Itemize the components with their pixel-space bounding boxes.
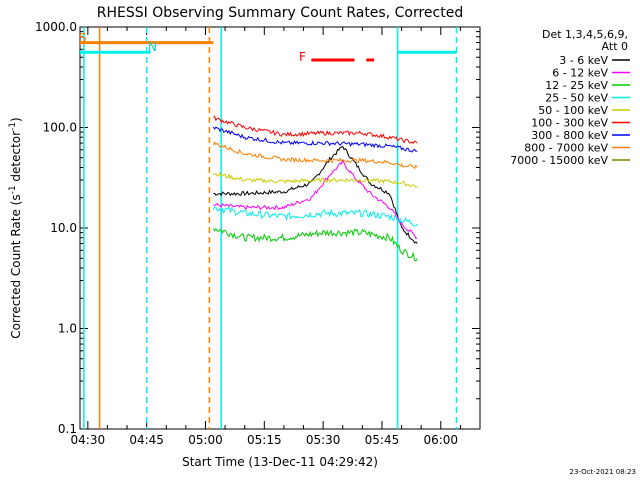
series-line	[213, 145, 418, 244]
timestamp: 23-Oct-2021 08:23	[570, 468, 636, 476]
y-axis-label: Corrected Count Rate (s-1 detector-1)	[8, 117, 23, 338]
y-tick-label: 0.1	[58, 422, 77, 436]
x-tick-label: 04:30	[71, 433, 106, 447]
flag-label-n: N	[148, 40, 157, 54]
y-tick-label: 1000.0	[35, 20, 77, 34]
chart-title: RHESSI Observing Summary Count Rates, Co…	[97, 5, 463, 21]
y-axis: 0.1 1.0 10.0 100.0 1000.0	[35, 20, 480, 436]
legend-header-2: Att 0	[602, 40, 628, 53]
legend-label: 12 - 25 keV	[545, 79, 608, 92]
x-tick-label: 05:00	[188, 433, 223, 447]
series-line	[212, 141, 418, 170]
series-line	[212, 126, 418, 153]
series-line	[213, 171, 418, 188]
x-tick-label: 05:30	[306, 433, 341, 447]
series-line	[212, 228, 418, 262]
series-line	[213, 115, 418, 145]
legend-label: 3 - 6 keV	[559, 54, 608, 67]
x-tick-label: 06:00	[423, 433, 458, 447]
x-tick-label: 04:45	[129, 433, 164, 447]
y-tick-label: 1.0	[58, 322, 77, 336]
legend-label: 300 - 800 keV	[531, 129, 608, 142]
series-line	[212, 206, 418, 227]
plot-frame	[79, 26, 481, 430]
flag-label-f: F	[299, 50, 306, 64]
x-axis-label: Start Time (13-Dec-11 04:29:42)	[182, 455, 378, 469]
x-tick-label: 05:45	[365, 433, 400, 447]
flag-bars	[80, 41, 457, 62]
legend-label: 25 - 50 keV	[545, 92, 608, 105]
series-lines	[212, 115, 418, 262]
series-line	[213, 159, 418, 240]
x-tick-label: 05:15	[247, 433, 282, 447]
legend-header-1: Det 1,3,4,5,6,9,	[542, 28, 628, 41]
x-axis: 04:30 04:45 05:00 05:15 05:30 05:45 06:00	[71, 27, 481, 447]
legend-label: 6 - 12 keV	[552, 67, 608, 80]
legend-label: 50 - 100 keV	[538, 104, 608, 117]
y-tick-label: 10.0	[50, 221, 77, 235]
vertical-markers	[83, 27, 458, 429]
legend-label: 800 - 7000 keV	[524, 142, 608, 155]
legend-label: 100 - 300 keV	[531, 117, 608, 130]
legend-label: 7000 - 15000 keV	[510, 154, 608, 167]
y-tick-label: 100.0	[43, 121, 77, 135]
flag-label-s: S	[79, 31, 87, 45]
